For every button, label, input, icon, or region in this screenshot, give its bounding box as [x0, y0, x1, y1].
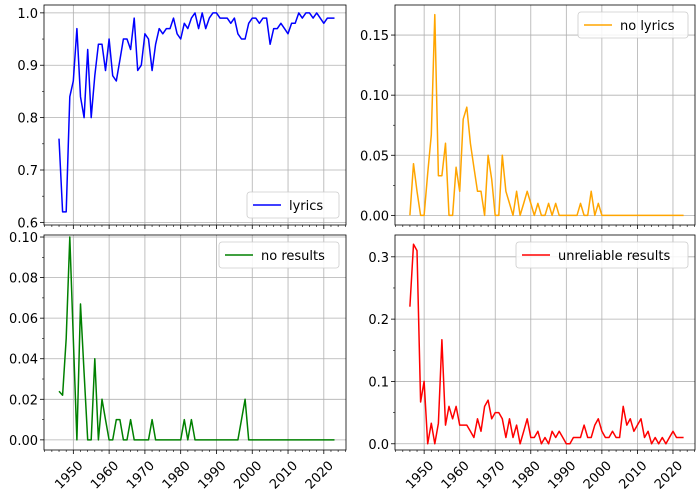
axes-frame: [43, 4, 347, 226]
x-tick-label: 1970: [474, 458, 508, 492]
series-line: [409, 13, 684, 217]
y-tick-label: 0.6: [17, 216, 38, 231]
y-tick-label: 0.10: [9, 231, 38, 246]
legend-label: no results: [261, 249, 325, 264]
x-tick-label: 1950: [52, 458, 86, 492]
y-tick-label: 0.00: [360, 209, 389, 224]
y-tick-label: 0.05: [360, 149, 389, 164]
x-tick-label: 1950: [403, 458, 437, 492]
legend-label: unreliable results: [558, 249, 670, 264]
y-tick-label: 0.8: [17, 112, 38, 127]
y-tick-label: 0.0: [368, 438, 389, 453]
x-tick-label: 2000: [231, 458, 265, 492]
y-tick-label: 0.7: [17, 164, 38, 179]
legend-box: [515, 241, 689, 269]
legend-box: [577, 11, 689, 39]
series-line: [409, 243, 684, 445]
y-tick-label: 0.02: [9, 393, 38, 408]
legend-box: [246, 191, 340, 219]
y-tick-label: 0.1: [368, 375, 389, 390]
series-line: [58, 236, 335, 441]
axes-frame: [43, 234, 347, 451]
y-tick-label: 0.06: [9, 312, 38, 327]
x-tick-label: 1960: [439, 458, 473, 492]
y-tick-label: 0.00: [9, 434, 38, 449]
y-tick-label: 0.08: [9, 272, 38, 287]
legend-box: [218, 241, 340, 269]
axes-frame: [394, 234, 696, 451]
x-tick-label: 1980: [160, 458, 194, 492]
y-tick-label: 0.15: [360, 29, 389, 44]
x-tick-label: 2010: [616, 458, 650, 492]
y-tick-label: 0.2: [368, 313, 389, 328]
subplot-2: 0.00 0.05 0.10 0.15 no lyrics: [360, 4, 696, 229]
series-line: [58, 12, 335, 213]
y-tick-label: 0.3: [368, 251, 389, 266]
x-tick-label: 2010: [267, 458, 301, 492]
legend: no lyrics: [577, 11, 689, 39]
x-tick-label: 1990: [545, 458, 579, 492]
legend: lyrics: [246, 191, 340, 219]
legend: no results: [218, 241, 340, 269]
x-tick-label: 2000: [581, 458, 615, 492]
legend-label: lyrics: [289, 199, 323, 214]
y-tick-label: 1.0: [17, 7, 38, 22]
x-tick-label: 1960: [88, 458, 122, 492]
legend-label: no lyrics: [620, 19, 675, 34]
x-tick-label: 1980: [510, 458, 544, 492]
y-tick-label: 0.10: [360, 89, 389, 104]
axes-frame: [394, 4, 696, 226]
subplot-3: 1950 1960 1970 1980 1990 2000 2010 2020 0.00 0.02…: [9, 231, 347, 492]
subplot-4: 1950 1960 1970 1980 1990 2000 2010 2020 0.0 0.1 0.…: [368, 234, 696, 492]
y-tick-label: 0.04: [9, 353, 38, 368]
subplot-1: 0.6 0.7 0.8 0.9 1.0 lyrics: [17, 4, 347, 231]
y-tick-label: 0.9: [17, 59, 38, 74]
legend: unreliable results: [515, 241, 689, 269]
x-tick-label: 2020: [652, 458, 686, 492]
x-tick-label: 2020: [303, 458, 337, 492]
x-tick-label: 1970: [124, 458, 158, 492]
x-tick-label: 1990: [196, 458, 230, 492]
